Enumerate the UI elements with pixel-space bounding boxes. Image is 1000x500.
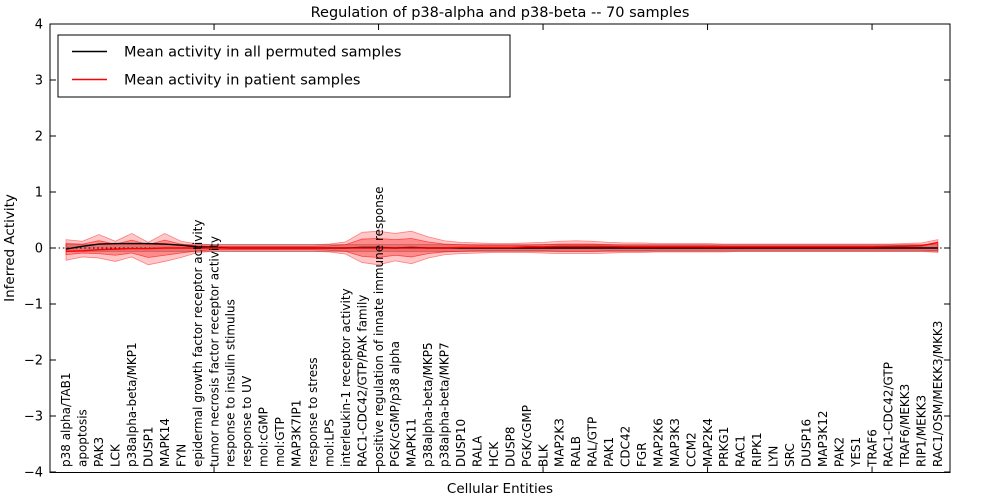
x-tick-label: PAK1: [602, 437, 616, 467]
x-tick-label: RIP1/MEKK3: [915, 395, 929, 467]
x-tick-label: RAC1/OSM/MEKK3/MKK3: [931, 321, 945, 467]
x-tick-label: RAC1-CDC42/GTP: [882, 362, 896, 467]
series-line-patient: [65, 241, 938, 253]
x-tick-label: SRC: [783, 443, 797, 467]
y-tick-label: 2: [35, 130, 43, 145]
x-tick-label: RAC1-CDC42/GTP/PAK family: [355, 295, 369, 467]
legend-label-patient: Mean activity in patient samples: [124, 73, 360, 89]
y-tick-label: 1: [35, 186, 43, 201]
x-tick-label: RAC1: [734, 435, 748, 467]
x-tick-label: PRKG1: [717, 427, 731, 467]
x-tick-label: apoptosis: [76, 409, 90, 467]
x-tick-label: response to insulin stimulus: [224, 299, 238, 467]
x-tick-label: YES1: [849, 437, 863, 468]
x-tick-label: response to UV: [240, 375, 254, 467]
x-tick-label: p38alpha-beta/MKP5: [421, 342, 435, 467]
x-tick-label: mol:GTP: [273, 417, 287, 467]
y-tick-label: 3: [35, 74, 43, 89]
chart-title: Regulation of p38-alpha and p38-beta -- …: [311, 5, 690, 21]
x-tick-label: p38alpha-beta/MKP7: [438, 342, 452, 467]
x-tick-label: TRAF6/MEKK3: [898, 384, 912, 468]
x-tick-labels-layer: p38 alpha/TAB1 apoptosis PAK3 LCK p38alpha-b…: [59, 187, 945, 468]
x-tick-label: DUSP10: [454, 419, 468, 467]
x-tick-label: DUSP1: [141, 426, 155, 467]
y-axis-label: Inferred Activity: [2, 194, 18, 302]
x-axis-label: Cellular Entities: [447, 481, 553, 497]
x-tick-label: interleukin-1 receptor activity: [339, 288, 353, 467]
x-tick-label: MAP2K3: [553, 418, 567, 467]
x-tick-label: RAL/GTP: [586, 417, 600, 467]
x-tick-label: tumor necrosis factor receptor activity: [207, 236, 221, 467]
x-tick-label: DUSP16: [799, 419, 813, 467]
x-tick-label: TRAF6: [865, 429, 879, 468]
x-tick-label: MAP2K6: [651, 418, 665, 467]
x-tick-label: p38alpha-beta/MKP1: [125, 342, 139, 467]
x-tick-label: HCK: [487, 441, 501, 467]
x-tick-label: epidermal growth factor receptor activit…: [191, 220, 205, 467]
x-tick-label: PGK/cGMP/p38 alpha: [388, 341, 402, 467]
x-tick-label: CCM2: [684, 432, 698, 467]
x-tick-label: MAP3K12: [816, 410, 830, 467]
x-tick-label: PGK/cGMP: [520, 405, 534, 467]
x-tick-label: FGR: [635, 442, 649, 467]
x-tick-label: LCK: [109, 443, 123, 467]
x-tick-label: MAP3K3: [668, 418, 682, 467]
x-tick-label: RIPK1: [750, 432, 764, 467]
axis-ticks-layer: 4 3 2 1 0 −1 −2 −3 −4: [24, 18, 950, 481]
legend-box: [57, 34, 511, 98]
x-tick-label: PAK3: [92, 437, 106, 467]
x-tick-label: MAPK11: [405, 418, 419, 467]
x-tick-label: FYN: [174, 444, 188, 467]
series-lines-layer: [65, 241, 938, 253]
x-tick-label: p38 alpha/TAB1: [59, 373, 73, 467]
x-tick-label: DUSP8: [503, 426, 517, 467]
x-tick-label: response to stress: [306, 357, 320, 467]
x-tick-label: CDC42: [619, 426, 633, 467]
x-tick-label: positive regulation of innate immune res…: [372, 187, 386, 467]
y-tick-label: −2: [24, 354, 43, 369]
y-tick-label: −4: [24, 466, 43, 481]
y-tick-label: −3: [24, 410, 43, 425]
x-tick-label: RALA: [470, 435, 484, 467]
y-tick-label: 0: [35, 242, 43, 257]
x-tick-label: LYN: [767, 446, 781, 467]
x-tick-label: MAPK14: [158, 418, 172, 467]
x-tick-label: MAP3K7IP1: [290, 400, 304, 467]
x-tick-label: PAK2: [832, 437, 846, 467]
x-tick-label: MAP2K4: [701, 418, 715, 467]
x-tick-label: BLK: [536, 443, 550, 467]
y-tick-label: −1: [24, 298, 43, 313]
x-tick-label: RALB: [569, 436, 583, 467]
legend: Mean activity in all permuted samples Me…: [57, 34, 511, 98]
x-tick-label: mol:cGMP: [257, 407, 271, 467]
x-tick-label: mol:LPS: [322, 419, 336, 467]
y-tick-label: 4: [35, 18, 43, 33]
legend-label-permuted: Mean activity in all permuted samples: [124, 45, 401, 61]
